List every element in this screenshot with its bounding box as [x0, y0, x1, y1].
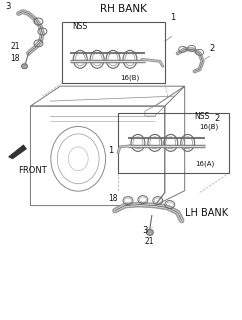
Text: NSS: NSS [72, 22, 88, 31]
Polygon shape [8, 145, 26, 159]
Text: FRONT: FRONT [19, 166, 47, 175]
Bar [118, 113, 229, 173]
Text: 18: 18 [108, 194, 118, 203]
Text: RH BANK: RH BANK [100, 4, 147, 13]
Text: 2: 2 [214, 114, 220, 123]
Text: 3: 3 [6, 2, 11, 11]
Ellipse shape [22, 64, 28, 69]
Ellipse shape [146, 229, 153, 236]
Text: 18: 18 [11, 54, 20, 63]
Text: 21: 21 [145, 237, 154, 246]
Text: NSS: NSS [195, 112, 210, 121]
Text: 3: 3 [142, 227, 147, 236]
Text: 21: 21 [11, 42, 20, 52]
Text: 1: 1 [108, 146, 113, 155]
Text: 16(B): 16(B) [120, 74, 139, 81]
Text: 1: 1 [170, 12, 175, 21]
Text: 16(B): 16(B) [200, 124, 219, 131]
Bar [62, 21, 165, 83]
Text: 16(A): 16(A) [196, 161, 215, 167]
Text: LH BANK: LH BANK [185, 208, 228, 218]
Text: 2: 2 [210, 44, 215, 53]
